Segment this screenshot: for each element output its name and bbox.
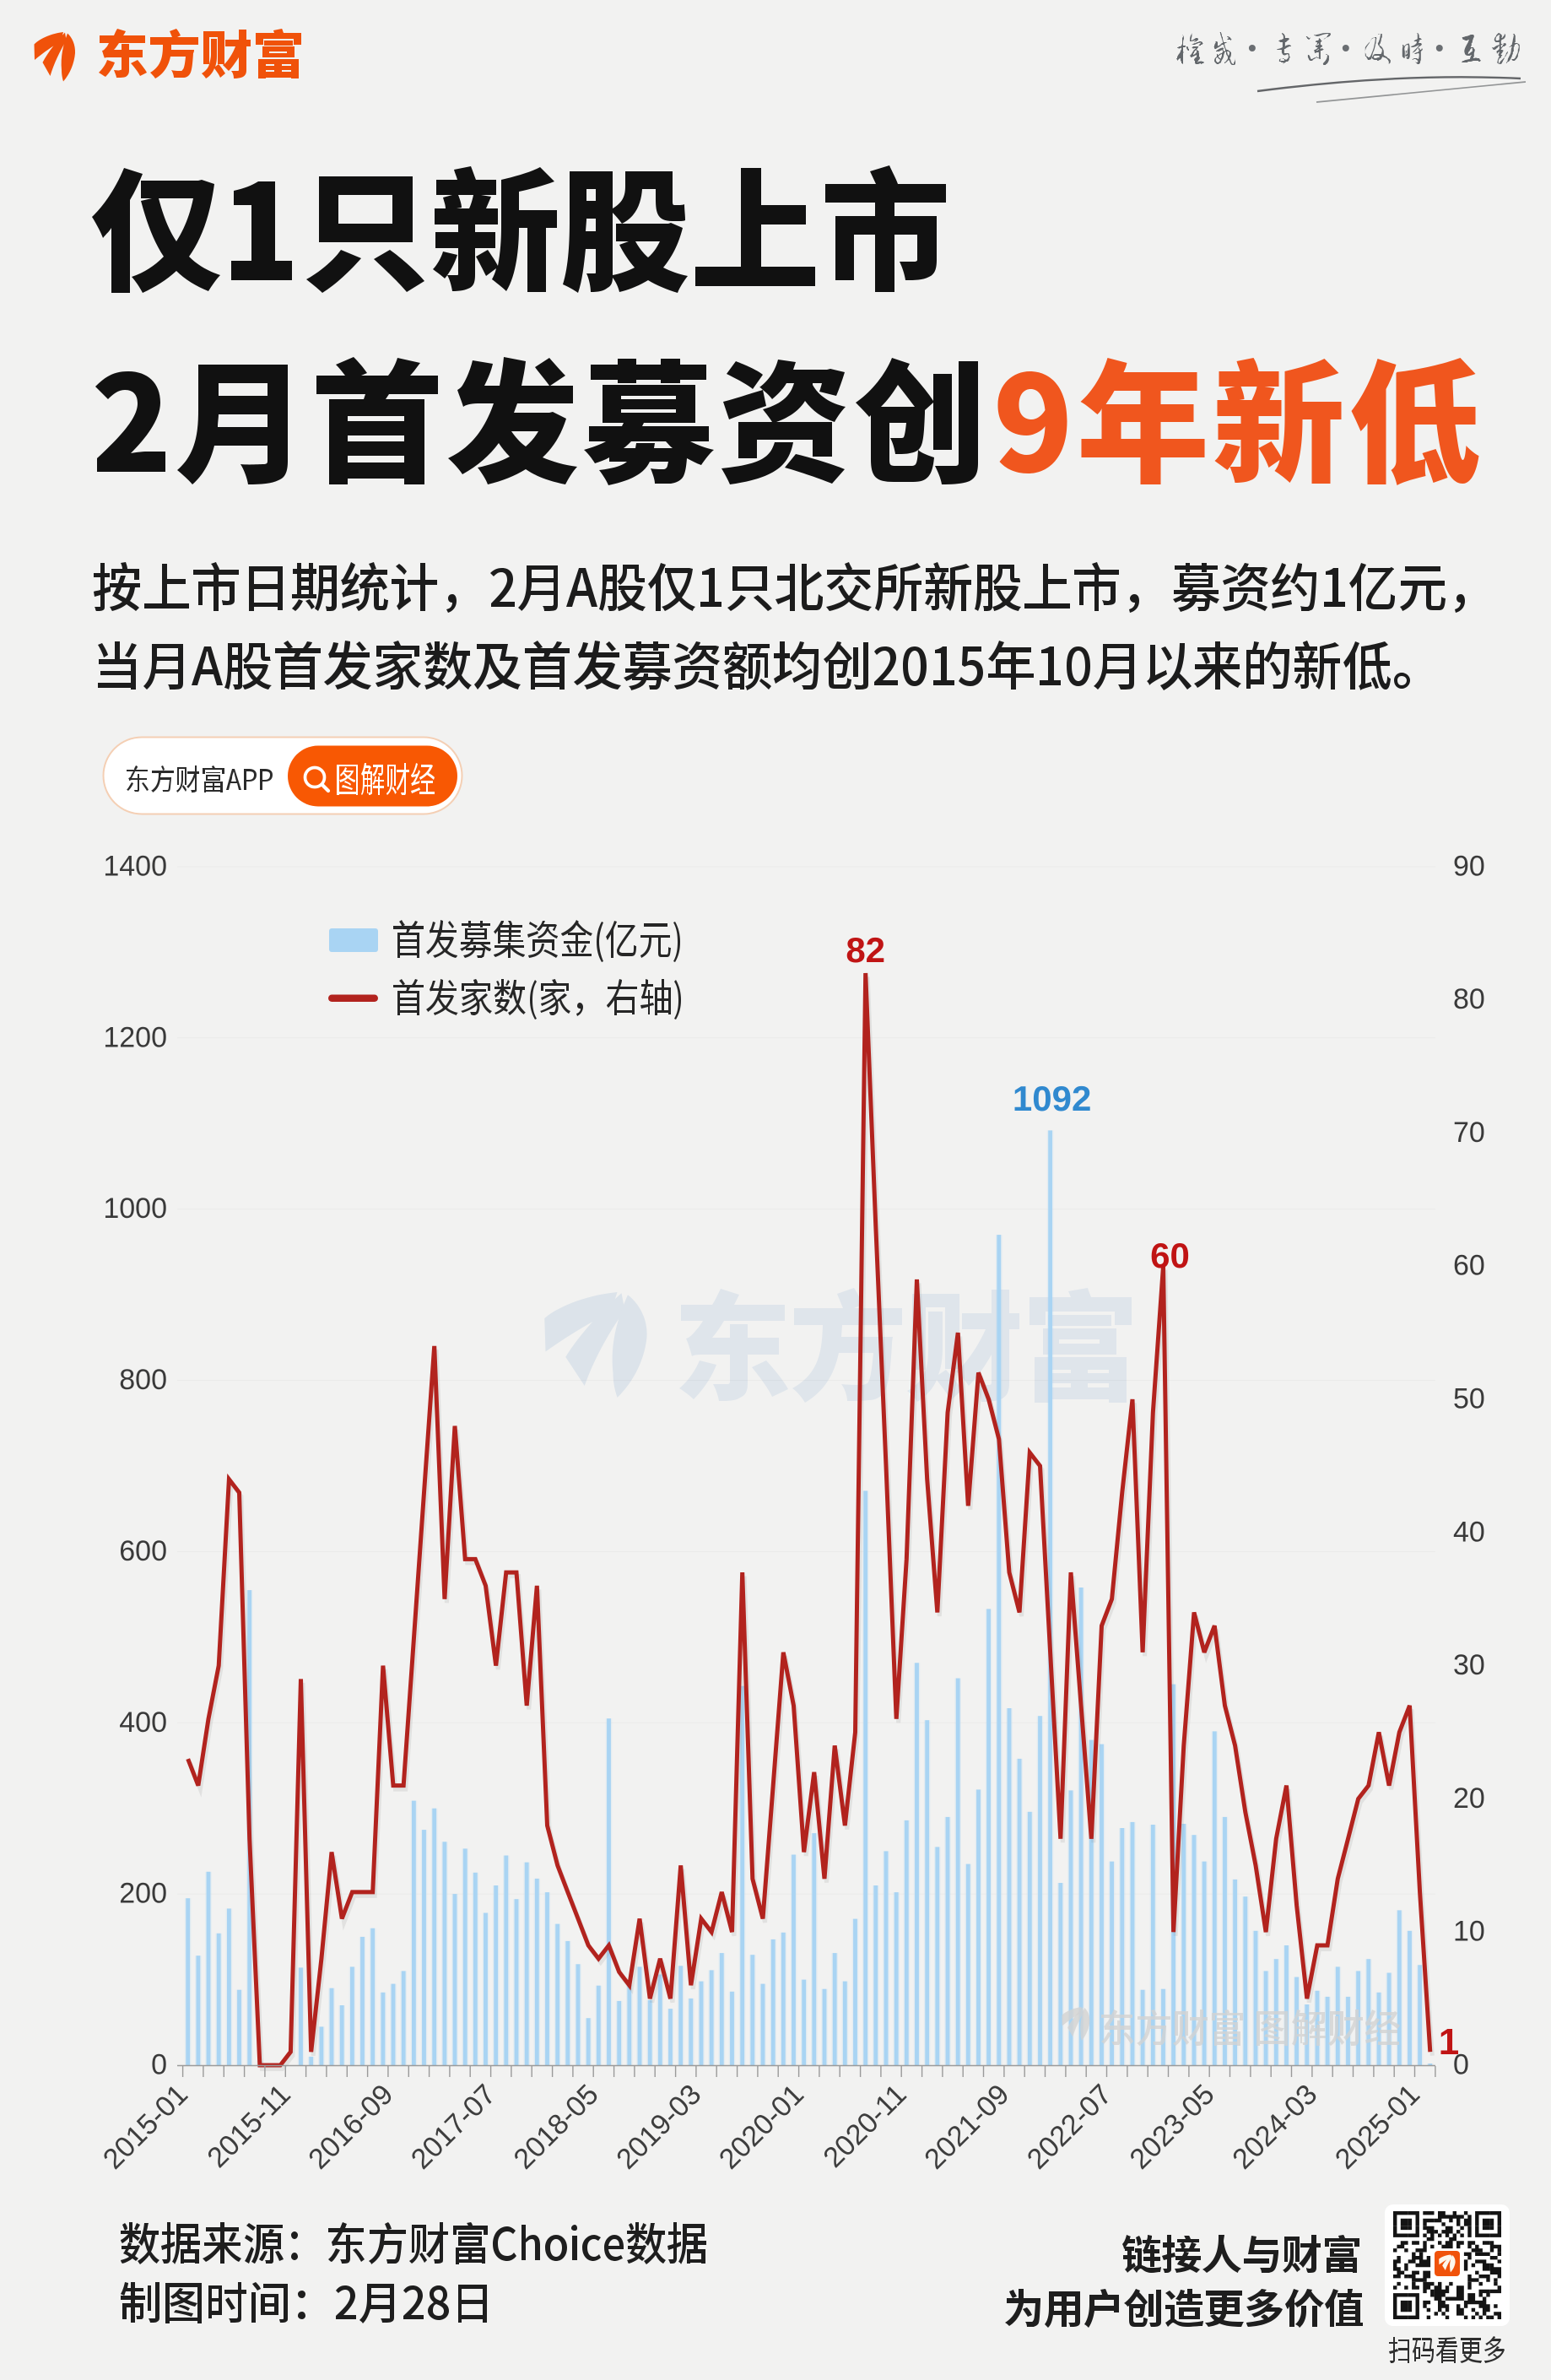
svg-text:2023-05: 2023-05 <box>1124 2079 1221 2176</box>
svg-text:2017-07: 2017-07 <box>405 2079 502 2176</box>
svg-text:90: 90 <box>1453 850 1485 882</box>
svg-text:70: 70 <box>1453 1117 1485 1149</box>
svg-text:1000: 1000 <box>103 1193 167 1225</box>
svg-text:60: 60 <box>1150 1236 1190 1275</box>
svg-text:1: 1 <box>1439 2021 1459 2063</box>
svg-text:50: 50 <box>1453 1383 1485 1415</box>
svg-text:2024-03: 2024-03 <box>1226 2079 1323 2176</box>
svg-text:800: 800 <box>119 1364 167 1396</box>
svg-text:82: 82 <box>846 930 885 970</box>
svg-text:10: 10 <box>1453 1916 1485 1948</box>
svg-text:1200: 1200 <box>103 1021 167 1053</box>
svg-text:2016-09: 2016-09 <box>302 2079 399 2176</box>
svg-text:40: 40 <box>1453 1516 1485 1548</box>
svg-text:400: 400 <box>119 1707 167 1739</box>
svg-text:0: 0 <box>151 2049 167 2081</box>
svg-text:1092: 1092 <box>1013 1079 1091 1118</box>
svg-text:60: 60 <box>1453 1250 1485 1282</box>
svg-text:2020-11: 2020-11 <box>817 2079 912 2174</box>
svg-text:1400: 1400 <box>103 851 167 883</box>
svg-text:600: 600 <box>119 1535 167 1567</box>
svg-text:2025-01: 2025-01 <box>1329 2079 1426 2176</box>
svg-text:2015-11: 2015-11 <box>201 2079 296 2174</box>
svg-text:200: 200 <box>119 1878 167 1910</box>
svg-text:2015-01: 2015-01 <box>97 2079 194 2176</box>
svg-text:2021-09: 2021-09 <box>918 2079 1015 2176</box>
svg-text:2020-01: 2020-01 <box>713 2079 810 2176</box>
svg-text:0: 0 <box>1453 2049 1469 2081</box>
svg-text:20: 20 <box>1453 1782 1485 1815</box>
svg-text:2018-05: 2018-05 <box>508 2079 605 2176</box>
svg-text:2022-07: 2022-07 <box>1021 2079 1118 2176</box>
svg-text:30: 30 <box>1453 1649 1485 1681</box>
svg-text:2019-03: 2019-03 <box>610 2079 707 2176</box>
svg-text:80: 80 <box>1453 983 1485 1015</box>
